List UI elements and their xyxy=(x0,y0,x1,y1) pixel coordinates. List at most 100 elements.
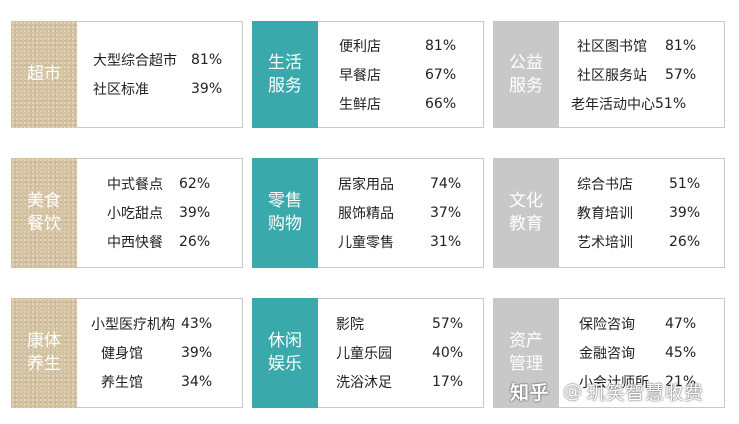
category-tag: 生活 服务 xyxy=(252,21,318,128)
category-tag: 休闲 娱乐 xyxy=(252,298,318,408)
watermark-author: 玑笑智慧收费 xyxy=(586,381,704,404)
item-name: 服饰精品 xyxy=(338,206,394,222)
item-name: 中西快餐 xyxy=(107,235,163,251)
item-percent: 21% xyxy=(665,374,697,390)
item-name: 社区图书馆 xyxy=(577,38,647,55)
item-percent: 40% xyxy=(432,345,464,361)
item-list: 小型医疗机构 43% 健身馆 39% 养生馆 34% xyxy=(77,298,243,408)
category-card-public-services: 公益 服务 社区图书馆 81% 社区服务站 57% 老年活动中心 51% xyxy=(493,21,725,128)
list-item: 便利店 81% xyxy=(318,31,483,60)
item-percent: 81% xyxy=(191,52,223,68)
item-list: 居家用品 74% 服饰精品 37% 儿童零售 31% xyxy=(318,158,484,268)
item-percent: 37% xyxy=(430,205,462,221)
list-item: 儿童零售 31% xyxy=(318,228,483,257)
list-item: 大型综合超市 81% xyxy=(77,46,242,75)
item-percent: 17% xyxy=(432,374,464,390)
category-card-life-services: 生活 服务 便利店 81% 早餐店 67% 生鲜店 66% xyxy=(252,21,484,128)
item-name: 养生馆 xyxy=(101,375,143,391)
item-name: 健身馆 xyxy=(101,346,143,362)
list-item: 服饰精品 37% xyxy=(318,199,483,228)
item-name: 艺术培训 xyxy=(577,235,633,251)
item-list: 社区图书馆 81% 社区服务站 57% 老年活动中心 51% xyxy=(559,21,725,128)
item-percent: 31% xyxy=(430,234,462,250)
item-name: 影院 xyxy=(336,317,364,333)
item-name: 小会计师所 xyxy=(579,375,649,391)
category-label: 公益 服务 xyxy=(509,52,543,96)
list-item: 洗浴沐足 17% xyxy=(318,368,483,397)
list-item: 中式餐点 62% xyxy=(77,170,242,199)
item-percent: 57% xyxy=(665,66,697,83)
list-item: 小吃甜点 39% xyxy=(77,199,242,228)
item-percent: 34% xyxy=(181,374,213,390)
item-name: 中式餐点 xyxy=(107,177,163,193)
category-card-retail-shopping: 零售 购物 居家用品 74% 服饰精品 37% 儿童零售 31% xyxy=(252,158,484,268)
category-tag: 康体 养生 xyxy=(11,298,77,408)
item-percent: 67% xyxy=(425,66,457,83)
item-name: 居家用品 xyxy=(338,177,394,193)
item-name: 金融咨询 xyxy=(579,346,635,362)
item-name: 老年活动中心 xyxy=(571,96,655,113)
list-item: 健身馆 39% xyxy=(77,339,242,368)
category-label: 休闲 娱乐 xyxy=(268,331,302,374)
category-label: 零售 购物 xyxy=(268,191,302,234)
item-name: 教育培训 xyxy=(577,206,633,222)
item-percent: 26% xyxy=(669,234,701,250)
list-item: 金融咨询 45% xyxy=(559,339,724,368)
category-label: 资产 管理 xyxy=(509,331,543,374)
item-percent: 51% xyxy=(655,95,687,112)
item-percent: 81% xyxy=(425,37,457,54)
category-card-health-wellness: 康体 养生 小型医疗机构 43% 健身馆 39% 养生馆 34% xyxy=(11,298,243,408)
category-tag: 美食 餐饮 xyxy=(11,158,77,268)
item-percent: 66% xyxy=(425,95,457,112)
watermark: 知乎 @ 玑笑智慧收费 xyxy=(510,378,704,404)
item-percent: 39% xyxy=(191,81,223,97)
list-item: 早餐店 67% xyxy=(318,60,483,89)
item-name: 大型综合超市 xyxy=(93,53,177,69)
category-label: 康体 养生 xyxy=(27,331,61,374)
list-item: 生鲜店 66% xyxy=(318,89,483,118)
item-name: 社区标准 xyxy=(93,82,149,98)
list-item: 艺术培训 26% xyxy=(559,228,724,257)
item-name: 儿童零售 xyxy=(338,235,394,251)
item-list: 中式餐点 62% 小吃甜点 39% 中西快餐 26% xyxy=(77,158,243,268)
category-card-supermarket: 超市 大型综合超市 81% 社区标准 39% xyxy=(11,21,243,128)
category-label: 美食 餐饮 xyxy=(27,191,61,234)
item-list: 影院 57% 儿童乐园 40% 洗浴沐足 17% xyxy=(318,298,484,408)
item-name: 社区服务站 xyxy=(577,67,647,84)
list-item: 小型医疗机构 43% xyxy=(77,310,242,339)
list-item: 影院 57% xyxy=(318,310,483,339)
item-name: 便利店 xyxy=(339,38,381,55)
item-percent: 57% xyxy=(432,316,464,332)
item-list: 综合书店 51% 教育培训 39% 艺术培训 26% xyxy=(559,158,725,268)
list-item: 儿童乐园 40% xyxy=(318,339,483,368)
category-tag: 公益 服务 xyxy=(493,21,559,128)
list-item: 老年活动中心 51% xyxy=(559,89,724,118)
watermark-site: 知乎 xyxy=(510,381,550,404)
item-name: 小型医疗机构 xyxy=(91,317,175,333)
category-card-leisure-entertainment: 休闲 娱乐 影院 57% 儿童乐园 40% 洗浴沐足 17% xyxy=(252,298,484,408)
item-percent: 43% xyxy=(181,316,213,332)
category-tag: 资产 管理 xyxy=(493,298,559,408)
item-name: 生鲜店 xyxy=(339,96,381,113)
category-card-culture-education: 文化 教育 综合书店 51% 教育培训 39% 艺术培训 26% xyxy=(493,158,725,268)
item-percent: 39% xyxy=(669,205,701,221)
item-percent: 74% xyxy=(430,176,462,192)
item-list: 便利店 81% 早餐店 67% 生鲜店 66% xyxy=(318,21,484,128)
item-name: 洗浴沐足 xyxy=(336,375,392,391)
category-tag: 零售 购物 xyxy=(252,158,318,268)
list-item: 保险咨询 47% xyxy=(559,310,724,339)
list-item: 教育培训 39% xyxy=(559,199,724,228)
item-percent: 39% xyxy=(179,205,211,221)
item-name: 儿童乐园 xyxy=(336,346,392,362)
item-percent: 81% xyxy=(665,37,697,54)
item-name: 综合书店 xyxy=(577,177,633,193)
watermark-at: @ xyxy=(563,380,583,402)
category-tag: 超市 xyxy=(11,21,77,128)
item-percent: 51% xyxy=(669,176,701,192)
category-card-asset-management: 资产 管理 保险咨询 47% 金融咨询 45% 小会计师所 21% xyxy=(493,298,725,408)
list-item: 社区图书馆 81% xyxy=(559,31,724,60)
item-percent: 47% xyxy=(665,316,697,332)
list-item: 综合书店 51% xyxy=(559,170,724,199)
item-name: 小吃甜点 xyxy=(107,206,163,222)
list-item: 社区标准 39% xyxy=(77,75,242,104)
